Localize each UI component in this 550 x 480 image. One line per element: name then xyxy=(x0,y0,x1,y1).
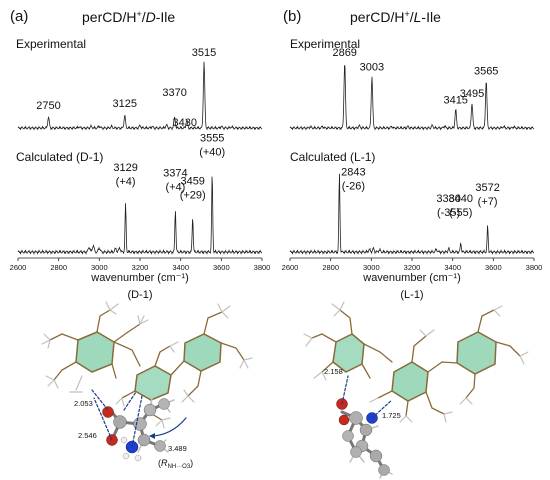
structure-l1-distance-1: 2.158 xyxy=(324,367,343,376)
panel-b-x-tick-label-2: 3000 xyxy=(363,263,380,272)
panel-a-calc-peak-label-0: 3129 xyxy=(113,162,137,174)
panel-a-x-tick-label-0: 2600 xyxy=(10,263,27,272)
panel-a-x-tick-label-3: 3200 xyxy=(132,263,149,272)
panel-a-exp-peak-label-4: 3515 xyxy=(192,47,216,59)
panel-a-x-tick-label-1: 2800 xyxy=(50,263,67,272)
panel-a-calc-peak-label-1: 3374 xyxy=(163,168,187,180)
panel-a-experimental-labels: 2750 3125 3370 3430 3515 xyxy=(36,47,216,129)
panel-b-calc-peak-shift-2: (-55) xyxy=(449,207,472,219)
panel-b-exp-peak-label-3: 3495 xyxy=(460,88,484,100)
panel-b-calc-peak-shift-0: (-26) xyxy=(342,180,365,192)
panel-b-calculated-trace xyxy=(289,173,535,255)
panel-b-calc-peak-label-1: 3380 xyxy=(436,193,460,205)
structure-d1-distance-3: 3.489 xyxy=(168,444,187,453)
panel-b-title: perCD/H+/L-Ile xyxy=(350,9,441,25)
panel-a-calculated-labels: 3129(+4)3374(+4)3459(+29)3555(+40) xyxy=(113,132,225,201)
panel-b-exp-peak-label-2: 3415 xyxy=(443,95,467,107)
panel-a-x-tick-label-2: 3000 xyxy=(91,263,108,272)
panel-a-calc-peak-shift-3: (+40) xyxy=(199,146,225,158)
structure-d1-annotation: (RNH···O3) xyxy=(158,458,193,470)
panel-b-x-tick-label-3: 3200 xyxy=(404,263,421,272)
panel-b-x-ticks: 2600 2800 3000 3200 3400 3600 3800 xyxy=(282,258,543,272)
panel-b-calc-peak-shift-3: (+7) xyxy=(478,196,498,208)
panel-b-exp-peak-label-0: 2869 xyxy=(332,47,356,59)
panel-b-calculated-label: Calculated (L-1) xyxy=(290,150,375,164)
panel-a-x-ticks: 2600 2800 3000 3200 3400 3600 3800 xyxy=(10,258,271,272)
panel-b-x-tick-label-1: 2800 xyxy=(322,263,339,272)
panel-b-calc-peak-label-3: 3572 xyxy=(475,182,499,194)
panel-b-exp-peak-label-4: 3565 xyxy=(474,65,498,77)
panel-b-calculated-labels: 2843 (-26) 3380 (-35) 3440 (-55) 3572 (+7) xyxy=(341,166,500,219)
panel-a-exp-peak-label-1: 3125 xyxy=(113,98,137,110)
panel-a-x-tick-label-6: 3800 xyxy=(254,263,271,272)
panel-a-exp-peak-label-2: 3370 xyxy=(162,87,186,99)
panel-b-x-tick-label-0: 2600 xyxy=(282,263,299,272)
panel-b-letter: (b) xyxy=(283,8,301,25)
panel-b-x-tick-label-4: 3400 xyxy=(444,263,461,272)
panel-a-exp-peak-label-3: 3430 xyxy=(173,117,197,129)
panel-b-calc-peak-shift-1: (-35) xyxy=(437,207,460,219)
panel-a-calc-peak-label-2: 3459 xyxy=(180,176,204,188)
panel-a-calc-peak-shift-0: (+4) xyxy=(116,176,136,188)
panel-a-experimental-trace xyxy=(17,61,263,131)
panel-a-calc-peak-shift-1: (+4) xyxy=(165,182,185,194)
panel-a-x-axis-label: wavenumber (cm⁻¹) xyxy=(90,272,189,284)
panel-b: (b) perCD/H+/L-Ile Experimental Calculat… xyxy=(282,8,543,479)
panel-a-x-tick-label-5: 3600 xyxy=(213,263,230,272)
panel-b-calc-peak-label-0: 2843 xyxy=(341,166,365,178)
panel-b-exp-peak-label-1: 3003 xyxy=(360,61,384,73)
structure-d1 xyxy=(41,301,253,462)
panel-a-calc-peak-label-3: 3555 xyxy=(200,132,224,144)
panel-a-title: perCD/H+/D-Ile xyxy=(82,9,175,25)
structure-d1-distance-1: 2.053 xyxy=(74,399,93,408)
panel-a-calculated-trace xyxy=(17,176,263,255)
panel-a-exp-peak-label-0: 2750 xyxy=(36,100,60,112)
panel-a-experimental-label: Experimental xyxy=(16,37,86,51)
panel-b-experimental-trace xyxy=(289,65,535,131)
panel-a-structure-label: (D-1) xyxy=(127,289,152,301)
panel-b-x-axis-label: wavenumber (cm⁻¹) xyxy=(362,272,461,284)
panel-a-letter: (a) xyxy=(10,8,28,25)
panel-b-calc-peak-label-2: 3440 xyxy=(449,193,473,205)
panel-a-calc-peak-shift-2: (+29) xyxy=(180,190,206,202)
panel-b-x-tick-label-6: 3800 xyxy=(526,263,543,272)
structure-d1-distance-2: 2.546 xyxy=(78,431,97,440)
panel-a-x-tick-label-4: 3400 xyxy=(172,263,189,272)
structure-l1-distance-2: 1.725 xyxy=(382,411,401,420)
panel-a-calculated-label: Calculated (D-1) xyxy=(16,150,103,164)
panel-a: (a) perCD/H+/D-Ile Experimental Calculat… xyxy=(10,8,271,470)
structure-l1 xyxy=(303,301,529,479)
panel-b-structure-label: (L-1) xyxy=(400,289,423,301)
panel-b-experimental-label: Experimental xyxy=(290,37,360,51)
panel-b-x-tick-label-5: 3600 xyxy=(485,263,502,272)
